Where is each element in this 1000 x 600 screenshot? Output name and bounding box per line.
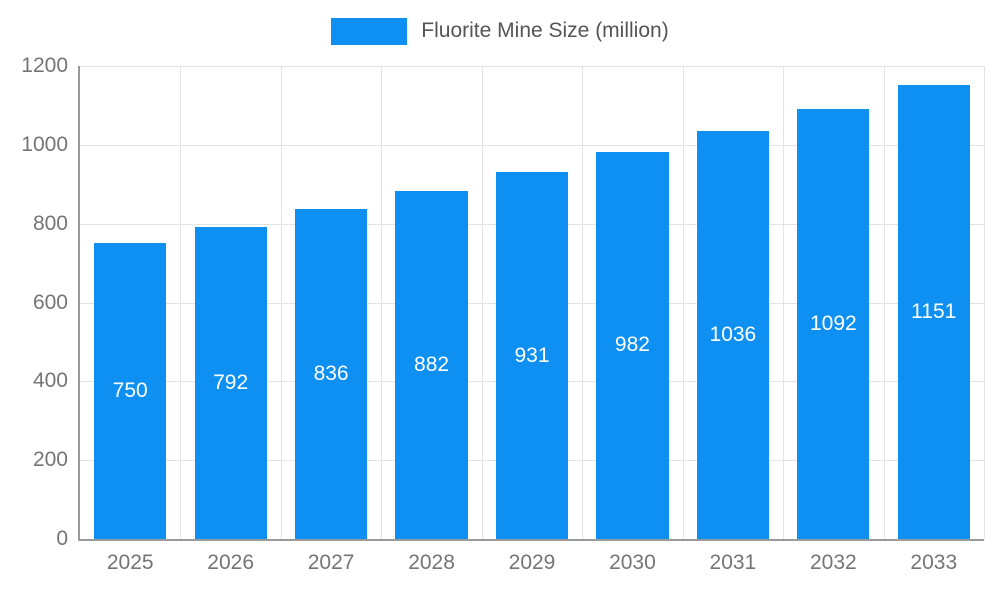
x-gridline	[180, 66, 182, 539]
x-gridline	[280, 66, 282, 539]
bar-2029[interactable]: 931	[495, 172, 569, 539]
bar-value-label: 1151	[911, 300, 957, 324]
x-gridline	[682, 66, 684, 539]
bar-value-label: 792	[213, 370, 249, 394]
x-axis-tick-label: 2029	[508, 551, 556, 574]
x-axis-tick-label: 2028	[408, 551, 455, 574]
y-axis-tick-label: 800	[32, 211, 68, 235]
x-axis-tick-label: 2032	[809, 551, 857, 574]
bar-value-label: 836	[313, 362, 349, 386]
y-gridline	[80, 144, 984, 146]
y-gridline	[80, 66, 984, 67]
x-gridline	[481, 66, 483, 539]
x-gridline	[381, 66, 383, 539]
bar-2033[interactable]: 1151	[897, 85, 970, 539]
y-axis-tick-label: 600	[32, 290, 68, 314]
legend-label: Fluorite Mine Size (million)	[421, 19, 669, 42]
x-axis-tick-label: 2026	[207, 551, 255, 574]
bar-value-label: 982	[614, 333, 650, 357]
bar-value-label: 1036	[709, 322, 757, 346]
x-axis-tick-label: 2033	[910, 551, 958, 574]
y-axis-tick-label: 400	[32, 369, 68, 393]
bar-2032[interactable]: 1092	[797, 108, 870, 539]
y-axis-tick-label: 0	[56, 527, 68, 550]
x-gridline	[582, 66, 584, 539]
plot-area: 0 200 400 600 800 1000 1200 750 2025 792 2026 836 20…	[21, 54, 985, 574]
x-axis-tick-label: 2031	[709, 551, 757, 574]
bar-value-label: 750	[112, 379, 148, 403]
bar-2026[interactable]: 792	[194, 226, 267, 539]
y-axis-tick-label: 200	[32, 448, 68, 472]
y-axis-tick-label: 1200	[21, 54, 68, 77]
bar-value-label: 931	[514, 343, 550, 367]
x-gridline	[883, 66, 885, 539]
bar-2025[interactable]: 750	[94, 243, 167, 539]
bar-2028[interactable]: 882	[395, 191, 468, 539]
x-gridline	[984, 66, 985, 539]
bar-value-label: 1092	[809, 311, 857, 335]
bar-value-label: 882	[414, 353, 450, 377]
y-axis-tick-label: 1000	[21, 132, 68, 156]
x-axis-tick-label: 2025	[106, 551, 154, 574]
x-gridline	[783, 66, 785, 539]
x-axis-tick-label: 2030	[609, 551, 656, 574]
legend[interactable]: Fluorite Mine Size (million)	[0, 16, 1000, 46]
legend-swatch	[331, 17, 408, 45]
bar-2030[interactable]: 982	[596, 151, 669, 539]
bar-2027[interactable]: 836	[294, 209, 368, 539]
x-axis-tick-label: 2027	[307, 551, 355, 574]
bar-2031[interactable]: 1036	[696, 130, 770, 539]
